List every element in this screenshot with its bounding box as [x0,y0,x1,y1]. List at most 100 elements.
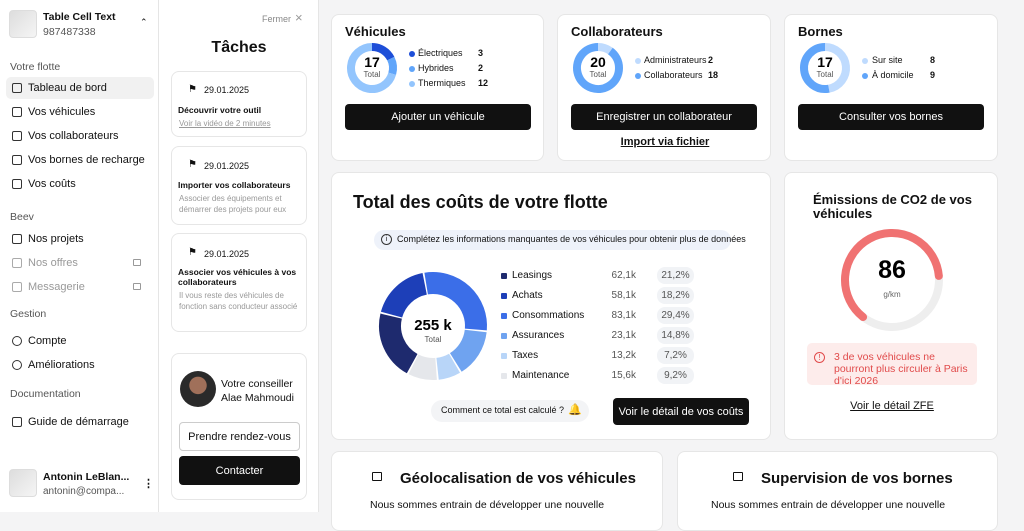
lock-icon [133,283,141,290]
account-logo [9,10,37,38]
info-text: Complétez les informations manquantes de… [397,234,746,244]
emissions-card: Émissions de CO2 de vos véhicules 86 g/k… [784,172,998,440]
primary-button[interactable]: Ajouter un véhicule [345,104,531,130]
legend-dot [635,73,641,79]
costs-total-label: Total [425,335,442,344]
task-date: 29.01.2025 [204,249,250,259]
legend-value: 2 [478,63,484,73]
nav-item[interactable]: Vos bornes de recharge [28,154,145,166]
nav-icon [12,155,22,165]
donut-segment [800,43,830,93]
donut-segment [380,273,428,319]
nav-item: Nos offres [28,257,78,269]
nav-icon [12,282,22,292]
nav-item[interactable]: Compte [28,335,67,347]
zfe-link[interactable]: Voir le détail ZFE [850,400,934,412]
task-text[interactable]: Voir la vidéo de 2 minutes [179,119,271,128]
legend-value: 2 [708,55,714,65]
details-button[interactable]: Voir le détail de vos coûts [613,398,749,425]
legend-label: Maintenance [512,370,570,381]
user-avatar [9,469,37,497]
task-text: Associer des équipements et démarrer des… [179,194,287,214]
contact-button[interactable]: Contacter [179,456,300,485]
task-card[interactable]: ⚑ 29.01.2025 Importer vos collaborateurs… [171,146,307,225]
legend-dot [501,313,507,319]
question-pill[interactable]: Comment ce total est calculé ? 🔔 [431,400,589,422]
alert-icon: ! [814,352,825,363]
legend-label: Leasings [512,270,553,281]
gauge: 86 g/km [841,229,943,331]
donut-segment [379,313,419,374]
cost-amount: 23,1k [611,330,636,341]
summary-card: Bornes 17 Total Sur site 8 À domicile 9 Consult… [784,14,998,161]
close-label[interactable]: Fermer [262,14,291,24]
nav-icon [12,234,22,244]
legend-label: Thermiques [418,78,466,88]
feature-card: Géolocalisation de vos véhicules Nous so… [331,451,663,531]
lock-icon [733,472,743,481]
nav-icon [12,131,22,141]
nav-item[interactable]: Vos coûts [28,178,76,190]
bell-icon: 🔔 [568,404,582,416]
legend-label: Collaborateurs [644,70,703,80]
task-text: Il vous reste des véhicules de fonction … [179,291,298,311]
legend-dot [501,293,507,299]
advisor-label: Votre conseiller [221,378,293,390]
legend-value: 3 [478,48,484,58]
dashboard: {"sidebar": {"account": {"name": "Table … [0,0,998,531]
primary-button[interactable]: Consulter vos bornes [798,104,984,130]
nav-icon [12,360,22,370]
nav-item[interactable]: Vos collaborateurs [28,130,119,142]
feature-title: Géolocalisation de vos véhicules [400,470,636,487]
appointment-button[interactable]: Prendre rendez-vous [179,422,300,451]
info-pill: i Complétez les informations manquantes d… [374,230,746,250]
legend-dot [501,333,507,339]
account-switch[interactable]: ⌃ [140,17,148,27]
legend-value: 8 [930,55,936,65]
nav-item[interactable]: Guide de démarrage [28,416,129,428]
costs-card: Total des coûts de votre flotte i Compléte… [331,172,771,440]
import-link[interactable]: Import via fichier [620,136,710,148]
user-name: Antonin LeBlan... [43,471,130,483]
close-icon[interactable]: × [295,10,303,25]
legend-label: Assurances [512,330,565,341]
user-menu[interactable]: ⋮ [143,478,154,490]
advisor-name: Alae Mahmoudi [221,392,294,404]
nav-icon [12,336,22,346]
tasks-title: Tâches [211,39,267,56]
alert-text: 3 de vos véhicules ne pourront plus circ… [834,351,968,387]
legend-value: 9 [930,70,936,80]
legend-dot [409,81,415,87]
task-title: Importer vos collaborateurs [178,180,291,190]
legend-label: Hybrides [418,63,454,73]
donut-total-label: Total [817,70,834,79]
legend-value: 12 [478,78,489,88]
donut-segment [824,43,850,93]
card-title: Bornes [798,24,843,39]
task-title: Associer vos véhicules à vos collaborate… [178,267,297,287]
nav-item[interactable]: Améliorations [28,359,95,371]
task-date: 29.01.2025 [204,85,250,95]
question-text: Comment ce total est calculé ? [441,405,565,415]
section-title: Gestion [10,308,47,320]
lock-icon [372,472,382,481]
task-card[interactable]: ⚑ 29.01.2025 Découvrir votre outil Voir … [171,71,307,137]
nav-icon [12,258,22,268]
donut-segment [371,43,395,61]
account-id: 987487338 [43,26,96,38]
task-card[interactable]: ⚑ 29.01.2025 Associer vos véhicules à vo… [171,233,307,332]
primary-button[interactable]: Enregistrer un collaborateur [571,104,757,130]
nav-item[interactable]: Nos projets [28,233,84,245]
flag-icon: ⚑ [188,247,197,258]
user-email: antonin@compa... [43,486,125,497]
sidebar: Table Cell Text 987487338 ⌃ Votre flotte… [0,0,159,512]
legend-value: 18 [708,70,719,80]
nav-item[interactable]: Vos véhicules [28,106,96,118]
cost-share: 29,4% [657,307,694,324]
cost-amount: 58,1k [611,290,636,301]
alert-box: ! 3 de vos véhicules ne pourront plus ci… [807,343,977,387]
cost-amount: 62,1k [611,270,636,281]
nav-item[interactable]: Tableau de bord [28,82,107,94]
legend-label: Sur site [872,55,903,65]
page: Dashboard * { box-sizing: border-box; } … [0,0,998,531]
